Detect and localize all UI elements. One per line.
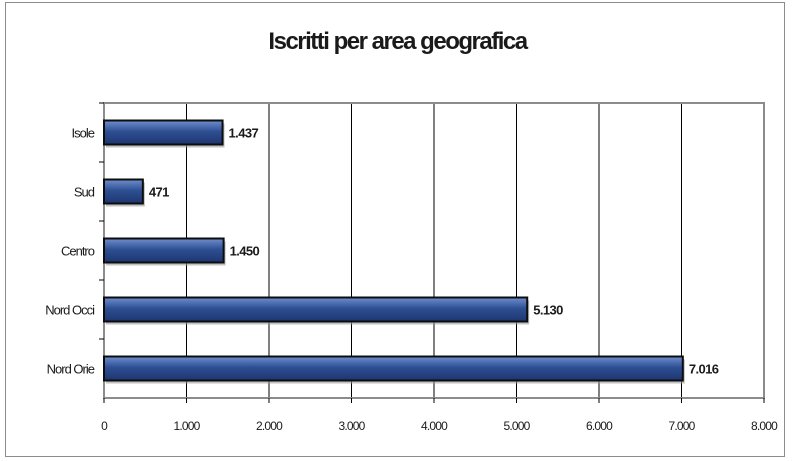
category-label: Isole [72, 126, 95, 141]
bar [103, 237, 225, 264]
x-tick-label: 3.000 [338, 419, 365, 433]
chart-title: Iscritti per area geografica [268, 28, 528, 55]
category-label: Centro [61, 244, 95, 259]
bar [103, 355, 684, 382]
category-label: Sud [74, 185, 95, 200]
x-tick-label: 1.000 [173, 419, 200, 433]
x-tick-label: 4.000 [421, 419, 448, 433]
category-label: Nord Occi [45, 303, 95, 318]
bar [103, 119, 224, 146]
category-label: Nord Orie [47, 362, 95, 377]
data-label: 5.130 [533, 303, 563, 318]
data-label: 7.016 [689, 362, 719, 377]
x-tick-label: 7.000 [668, 419, 695, 433]
x-tick-label: 8.000 [751, 419, 778, 433]
x-tick-label: 5.000 [503, 419, 530, 433]
x-tick-label: 2.000 [256, 419, 283, 433]
x-tick-label: 0 [101, 419, 108, 433]
data-label: 1.437 [229, 126, 259, 141]
bar [103, 178, 144, 205]
data-label: 471 [149, 185, 169, 200]
x-tick-label: 6.000 [586, 419, 613, 433]
data-label: 1.450 [230, 244, 260, 259]
bar [103, 296, 529, 323]
